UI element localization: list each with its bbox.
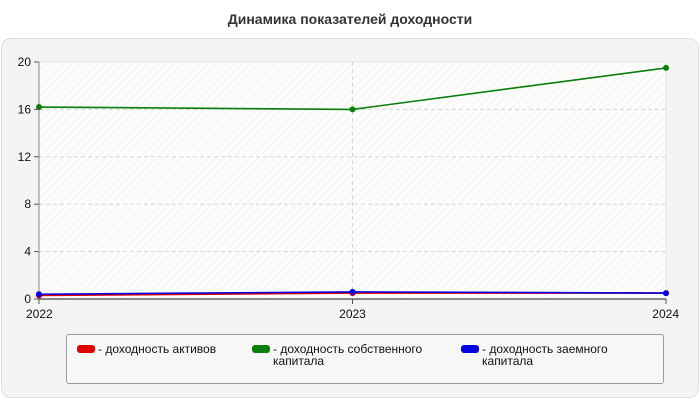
data-point (349, 288, 356, 295)
legend-swatch-debt (461, 345, 479, 353)
x-tick-label: 2022 (26, 307, 53, 321)
data-point (36, 291, 42, 298)
y-tick-label: 12 (18, 150, 32, 164)
chart-title: Динамика показателей доходности (227, 11, 473, 27)
legend-swatch-assets (77, 345, 95, 353)
data-point (663, 64, 669, 71)
x-tick-label: 2023 (339, 307, 366, 321)
y-tick-label: 4 (24, 245, 31, 259)
chart-legend: - доходность активов - доходность собств… (66, 334, 664, 384)
data-point (36, 104, 42, 111)
y-tick-label: 8 (24, 197, 31, 211)
y-tick-label: 0 (24, 292, 31, 306)
legend-label-equity: - доходность собственного капитала (273, 342, 423, 368)
legend-label-debt: - доходность заемного капитала (482, 342, 608, 368)
legend-label-assets: - доходность активов (98, 342, 217, 356)
data-point (663, 290, 669, 297)
x-tick-label: 2024 (652, 307, 679, 321)
y-tick-label: 20 (18, 55, 32, 69)
legend-swatch-equity (252, 345, 270, 353)
data-point (349, 106, 356, 113)
y-tick-label: 16 (18, 102, 32, 116)
